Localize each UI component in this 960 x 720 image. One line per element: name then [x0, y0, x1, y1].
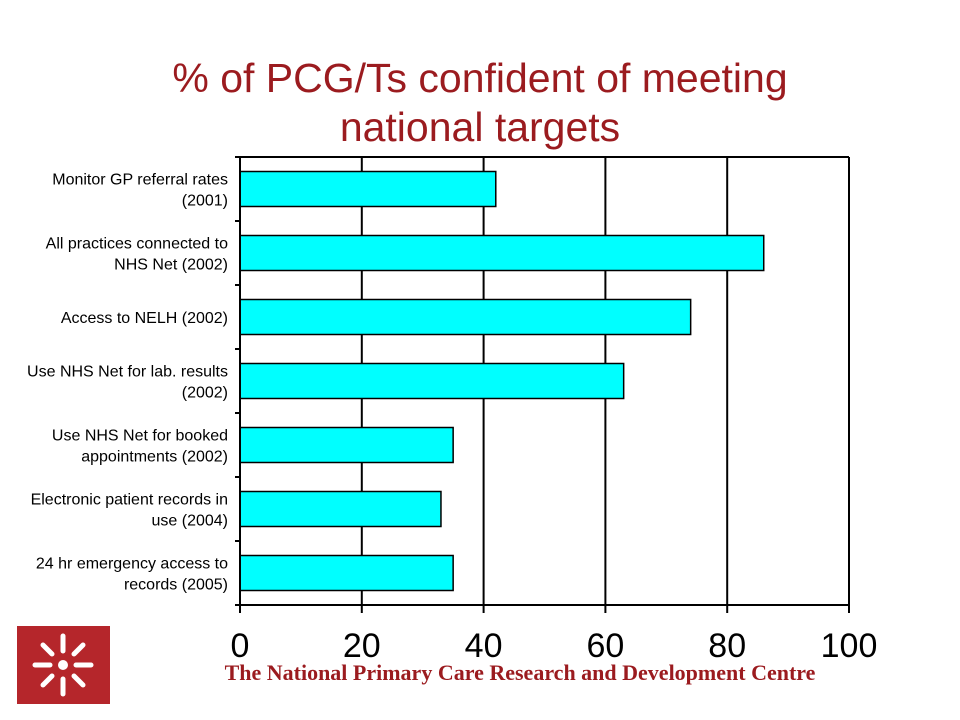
category-label: All practices connected to NHS Net (2002) — [46, 236, 228, 274]
x-tick-label: 20 — [343, 627, 381, 665]
category-label-line: use (2004) — [152, 513, 229, 530]
footer-organization: The National Primary Care Research and D… — [224, 660, 816, 685]
chart-title-line-1: % of PCG/Ts confident of meeting — [172, 55, 788, 101]
category-label-line: Use NHS Net for lab. results — [27, 364, 228, 381]
category-label: Use NHS Net for booked appointments (2002… — [52, 428, 228, 466]
x-tick-label: 40 — [465, 627, 503, 665]
category-label: 24 hr emergency access to records (2005) — [36, 556, 228, 594]
category-label-line: (2002) — [182, 385, 228, 402]
category-label-line: 24 hr emergency access to — [36, 556, 228, 573]
category-label-line: Access to NELH (2002) — [61, 310, 228, 327]
bar — [239, 426, 454, 464]
logo — [17, 626, 110, 704]
category-label-line: Electronic patient records in — [31, 492, 228, 509]
category-label-line: NHS Net (2002) — [114, 257, 228, 274]
category-label: Electronic patient records in use (2004) — [31, 492, 228, 530]
x-tick-label: 100 — [821, 627, 878, 665]
bar — [239, 234, 765, 272]
category-label-line: All practices connected to — [46, 236, 228, 253]
category-label-line: records (2005) — [124, 577, 228, 594]
category-label: Monitor GP referral rates (2001) — [52, 172, 228, 210]
x-tick-label: 60 — [586, 627, 624, 665]
category-label-line: appointments (2002) — [81, 449, 228, 466]
category-label-line: Use NHS Net for booked — [52, 428, 228, 445]
x-tick-label: 80 — [708, 627, 746, 665]
category-label-line: (2001) — [182, 193, 228, 210]
bar — [239, 490, 442, 528]
category-label: Access to NELH (2002) — [61, 310, 228, 327]
chart-title-line-2: national targets — [339, 104, 621, 150]
x-tick-label: 0 — [231, 627, 250, 665]
bar — [239, 362, 625, 400]
asterisk-cross-logo-icon — [32, 633, 94, 697]
bar — [239, 554, 454, 592]
bar — [239, 298, 692, 336]
category-label-line: Monitor GP referral rates — [52, 172, 228, 189]
category-label: Use NHS Net for lab. results (2002) — [27, 364, 228, 402]
chart-title: % of PCG/Ts confident of meeting nationa… — [0, 54, 960, 152]
bar — [239, 170, 497, 208]
